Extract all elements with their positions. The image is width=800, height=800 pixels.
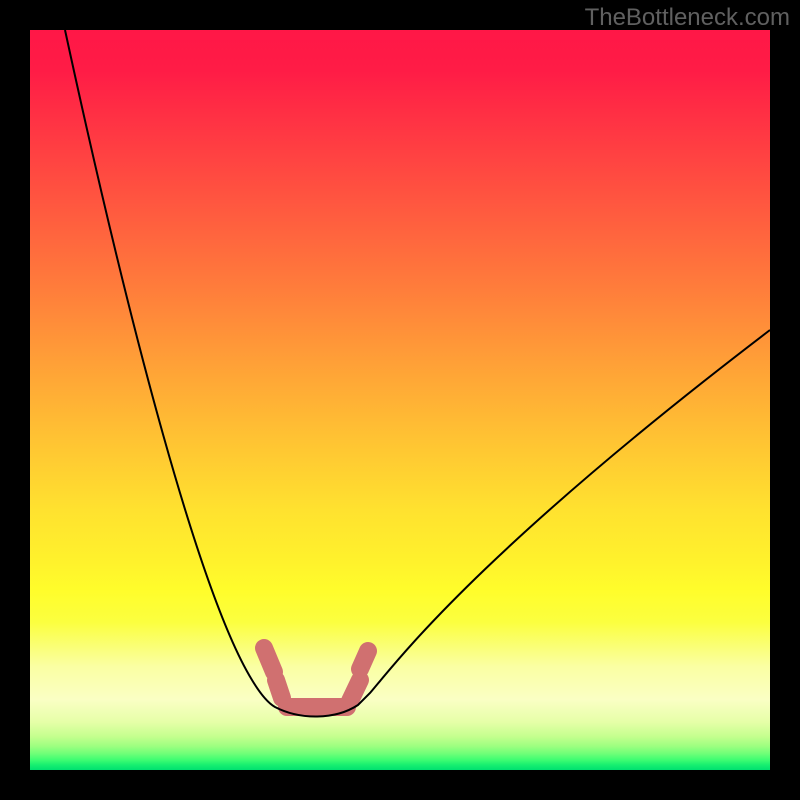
watermark-text: TheBottleneck.com [585, 4, 790, 32]
chart-frame: TheBottleneck.com [0, 0, 800, 800]
bottleneck-chart [0, 0, 800, 800]
